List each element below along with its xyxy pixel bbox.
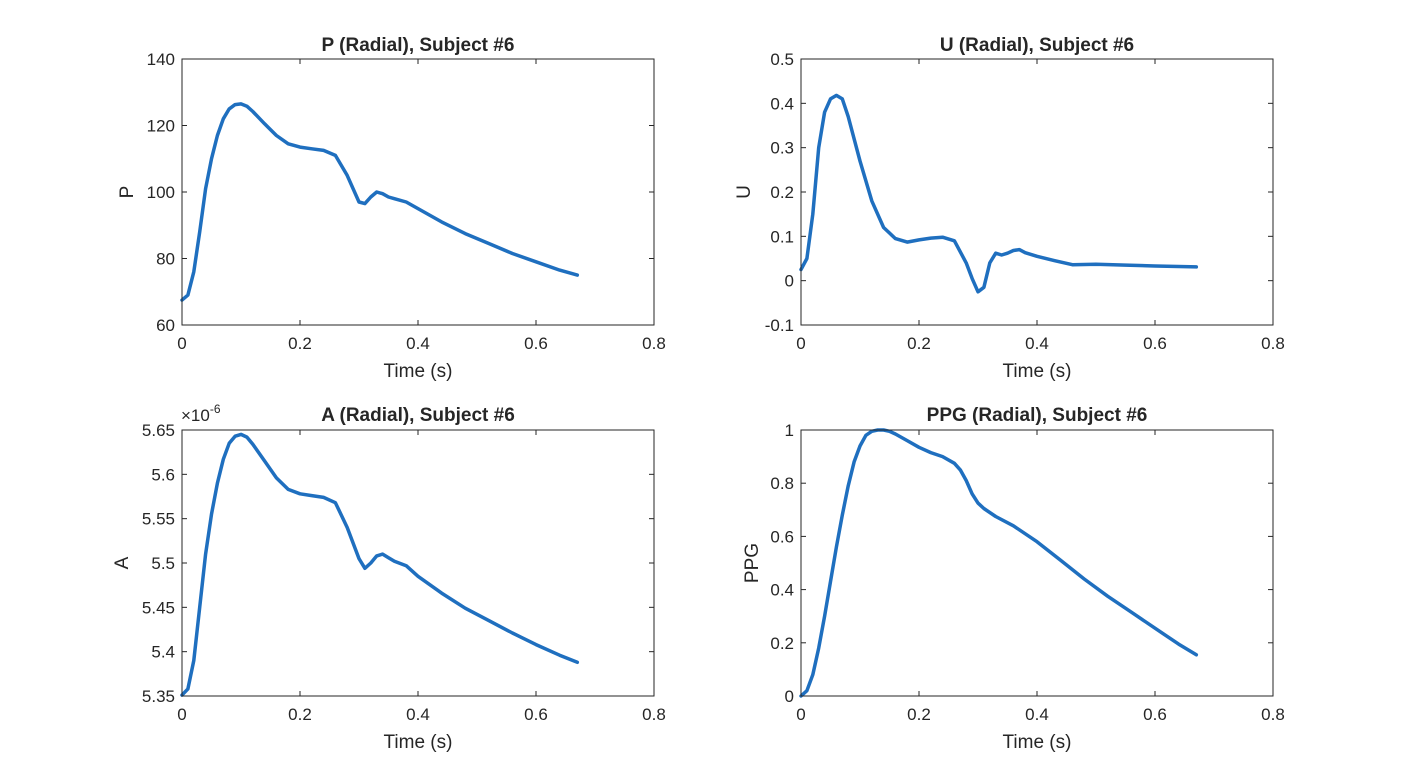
y-tick-label: 0.2 bbox=[770, 183, 794, 202]
subplot-ppg: PPG (Radial), Subject #6 0 0.2 0.4 0.6 0.800… bbox=[742, 405, 1285, 753]
x-tick-label: 0 bbox=[177, 705, 186, 724]
y-tick-label: 120 bbox=[147, 117, 175, 136]
ticks-group: 0 0.2 0.4 0.6 0.8 60 80 100 120 140 bbox=[147, 50, 666, 353]
y-tick-label: 0.5 bbox=[770, 50, 794, 69]
x-tick-label: 0.6 bbox=[524, 705, 548, 724]
y-tick-label: 0 bbox=[785, 272, 794, 291]
y-tick-label: 5.55 bbox=[142, 510, 175, 529]
x-tick-label: 0.6 bbox=[1143, 334, 1167, 353]
x-tick-label: 0 bbox=[796, 334, 805, 353]
axes-box bbox=[181, 429, 655, 697]
exponent-label: ×10-6 bbox=[181, 402, 221, 425]
ticks-group: 0 0.2 0.4 0.6 0.8 5.35 5.4 5.45 5.5 5.55 5.6 5.65 bbox=[142, 421, 666, 724]
chart-title: U (Radial), Subject #6 bbox=[940, 35, 1134, 56]
subplot-u: U (Radial), Subject #6 0 0.2 0.4 0.6 0.8 -0.1… bbox=[734, 35, 1285, 382]
y-tick-label: 5.6 bbox=[151, 465, 175, 484]
ticks-group: 0 0.2 0.4 0.6 0.8 0 0.2 0.4 0.6 0.8 1 bbox=[770, 421, 1284, 724]
y-tick-label: 5.35 bbox=[142, 687, 175, 706]
x-tick-label: 0.2 bbox=[288, 705, 312, 724]
x-tick-label: 0.4 bbox=[1025, 334, 1049, 353]
axes-box bbox=[800, 429, 1274, 697]
x-tick-label: 0.8 bbox=[642, 334, 666, 353]
y-tick-label: 0.4 bbox=[770, 581, 794, 600]
exponent-base: ×10 bbox=[181, 406, 210, 425]
x-tick-label: 0.8 bbox=[642, 705, 666, 724]
y-tick-label: 80 bbox=[156, 250, 175, 269]
y-tick-label: 5.5 bbox=[151, 554, 175, 573]
y-tick-label: 0.8 bbox=[770, 474, 794, 493]
chart-title: A (Radial), Subject #6 bbox=[321, 405, 515, 426]
y-axis-label: U bbox=[734, 185, 755, 199]
subplot-p: P (Radial), Subject #6 0 0.2 0.4 0.6 0.8 60 80… bbox=[117, 35, 666, 382]
x-tick-label: 0.6 bbox=[524, 334, 548, 353]
y-tick-label: 140 bbox=[147, 50, 175, 69]
y-tick-label: 0.6 bbox=[770, 527, 794, 546]
x-tick-label: 0 bbox=[796, 705, 805, 724]
y-tick-label: 5.45 bbox=[142, 598, 175, 617]
x-axis-label: Time (s) bbox=[1003, 361, 1072, 382]
x-tick-label: 0.4 bbox=[406, 334, 430, 353]
subplot-a: A (Radial), Subject #6 ×10-6 0 0.2 0.4 0.6 0… bbox=[112, 402, 666, 753]
x-tick-label: 0 bbox=[177, 334, 186, 353]
x-tick-label: 0.2 bbox=[907, 705, 931, 724]
y-axis-label: P bbox=[117, 186, 138, 199]
series-line bbox=[799, 93, 1199, 294]
axes-box bbox=[800, 58, 1274, 326]
y-tick-label: 60 bbox=[156, 316, 175, 335]
y-tick-label: 0 bbox=[785, 687, 794, 706]
x-tick-label: 0.8 bbox=[1261, 705, 1285, 724]
exponent-power: -6 bbox=[210, 402, 221, 416]
x-tick-label: 0.2 bbox=[907, 334, 931, 353]
x-axis-label: Time (s) bbox=[384, 732, 453, 753]
x-axis-label: Time (s) bbox=[1003, 732, 1072, 753]
series-line bbox=[180, 102, 580, 302]
ticks-group: 0 0.2 0.4 0.6 0.8-0.100.10.20.30.40.5 bbox=[765, 50, 1285, 353]
y-tick-label: 5.65 bbox=[142, 421, 175, 440]
y-tick-label: 0.1 bbox=[770, 227, 794, 246]
y-tick-label: 0.2 bbox=[770, 634, 794, 653]
y-axis-label: A bbox=[112, 556, 133, 569]
x-tick-label: 0.6 bbox=[1143, 705, 1167, 724]
y-tick-label: 0.4 bbox=[770, 94, 794, 113]
x-tick-label: 0.8 bbox=[1261, 334, 1285, 353]
chart-title: P (Radial), Subject #6 bbox=[322, 35, 515, 56]
x-tick-label: 0.2 bbox=[288, 334, 312, 353]
y-tick-label: 1 bbox=[785, 421, 794, 440]
x-tick-label: 0.4 bbox=[406, 705, 430, 724]
y-tick-label: 100 bbox=[147, 183, 175, 202]
series-line bbox=[180, 432, 580, 697]
y-tick-label: 5.4 bbox=[151, 643, 175, 662]
series-line bbox=[799, 428, 1199, 698]
y-tick-label: -0.1 bbox=[765, 316, 794, 335]
chart-title: PPG (Radial), Subject #6 bbox=[927, 405, 1148, 426]
y-tick-label: 0.3 bbox=[770, 139, 794, 158]
axes-box bbox=[181, 58, 655, 326]
x-axis-label: Time (s) bbox=[384, 361, 453, 382]
x-tick-label: 0.4 bbox=[1025, 705, 1049, 724]
y-axis-label: PPG bbox=[742, 543, 763, 583]
